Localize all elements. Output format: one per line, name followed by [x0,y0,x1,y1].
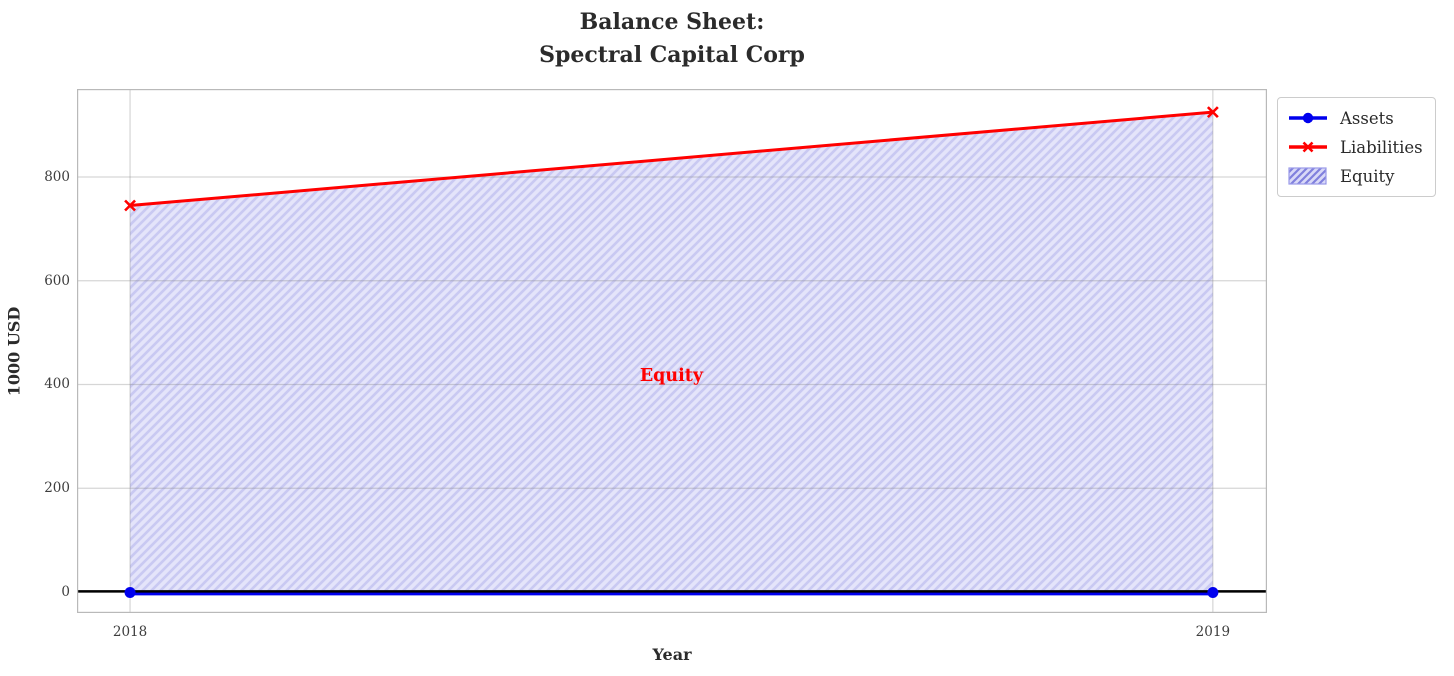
legend-item-liabilities: Liabilities [1288,134,1423,160]
liabilities-x-marker [1206,106,1219,119]
liabilities-line [129,110,1213,208]
y-tick-label: 400 [44,376,70,393]
equity-hatch-patch-icon [1288,167,1327,185]
legend-label-assets: Assets [1340,108,1394,128]
x-axis-label: Year [652,645,692,664]
liabilities-x-marker [124,199,136,212]
equity-area [130,112,1213,592]
liabilities-line-x-icon [1289,141,1327,153]
chart-title: Balance Sheet: Spectral Capital Corp [77,6,1267,72]
legend-item-equity: Equity [1288,163,1423,189]
legend-label-liabilities: Liabilities [1340,137,1423,157]
y-tick-label: 200 [44,480,70,497]
y-tick-label: 800 [44,168,70,185]
legend-label-equity: Equity [1340,166,1395,186]
y-tick-label: 0 [61,583,70,600]
x-tick-label: 2019 [1195,624,1231,640]
chart-title-line2: Spectral Capital Corp [539,42,805,68]
equity-annotation: Equity [640,366,704,386]
legend-item-assets: Assets [1288,105,1423,131]
y-tick-label: 600 [44,272,70,289]
y-axis-label: 1000 USD [4,306,24,397]
assets-line-circle-icon [1289,112,1327,124]
legend: Assets Liabilities Equity [1277,97,1436,197]
chart-title-line1: Balance Sheet: [579,9,765,35]
assets-circle-marker [1207,586,1219,598]
assets-circle-marker [124,586,136,598]
axes-spines [77,89,1267,613]
x-tick-label: 2018 [112,624,148,640]
plot-area: Equity [77,89,1267,613]
